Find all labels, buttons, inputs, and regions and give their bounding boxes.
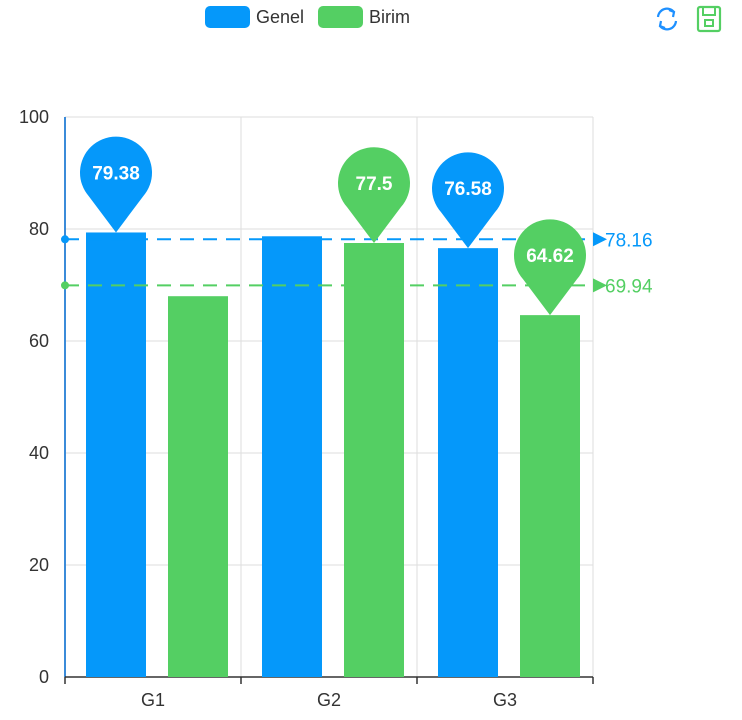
y-tick-label: 80 [29,219,49,239]
legend-label-genel: Genel [256,6,305,27]
pin-shape [338,147,410,243]
pin-value-label: 77.5 [356,174,393,195]
average-line-arrow [593,232,607,247]
legend-swatch-birim [318,6,364,28]
pin-value-label: 79.38 [92,163,140,184]
bar-genel-g2 [262,236,322,677]
y-tick-label: 60 [29,331,49,351]
save-icon[interactable] [694,4,724,34]
pin-shape [514,219,586,316]
x-tick-label: G1 [141,690,165,710]
x-tick-label: G2 [317,690,341,710]
bar-genel-g1 [86,232,146,678]
legend-label-birim: Birim [369,6,411,27]
bar-birim-g1 [168,296,228,677]
pin-max-genel: 79.38 [80,136,152,233]
bar-birim-g3 [520,315,580,677]
pin-value-label: 76.58 [444,179,492,200]
average-label-genel: 78.16 [605,230,653,251]
y-tick-label: 40 [29,443,49,463]
pin-max-birim: 77.5 [338,147,410,243]
legend-item-genel[interactable]: Genel [205,6,304,28]
pin-shape [80,136,152,233]
average-line-start-dot [61,235,69,244]
bar-birim-g2 [344,243,404,677]
legend: Genel Birim [205,6,410,28]
bar-genel-g3 [438,248,498,678]
y-tick-label: 20 [29,555,49,575]
refresh-icon[interactable] [652,4,682,34]
y-tick-label: 100 [19,107,49,127]
x-tick-label: G3 [493,690,517,710]
pin-min-birim: 64.62 [514,219,586,316]
average-line-start-dot [61,281,69,290]
pin-shape [432,152,504,249]
average-line-arrow [593,278,607,293]
average-label-birim: 69.94 [605,276,653,297]
pin-min-genel: 76.58 [432,152,504,249]
y-tick-label: 0 [39,667,49,687]
pin-value-label: 64.62 [526,246,574,267]
toolbox [652,4,724,34]
legend-item-birim[interactable]: Birim [318,6,410,28]
legend-swatch-genel [205,6,250,28]
